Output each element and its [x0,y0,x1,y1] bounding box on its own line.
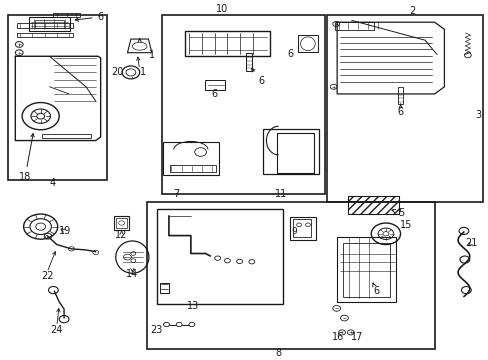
Bar [327,15,483,202]
Text: 8: 8 [275,348,281,358]
Text: 21: 21 [464,238,476,248]
Text: 1: 1 [148,50,155,60]
Text: 6: 6 [211,89,217,99]
Bar [343,243,389,297]
Text: 6: 6 [287,49,293,59]
Bar [159,283,169,293]
Bar [42,134,91,138]
Bar [246,53,252,71]
Text: 4: 4 [50,178,56,188]
Bar [161,15,325,194]
Bar [205,80,224,90]
Bar [336,237,395,302]
Bar [53,13,80,17]
Bar [147,202,434,348]
Bar [397,87,403,104]
Text: 5: 5 [391,208,404,219]
Text: 3: 3 [474,110,481,120]
Text: 9: 9 [291,228,297,237]
Text: 10: 10 [216,4,228,14]
Bar [29,17,70,31]
Bar [298,35,317,52]
Text: 7: 7 [173,189,179,199]
Bar [170,165,216,172]
Bar [184,31,269,56]
Text: 18: 18 [19,134,34,182]
Bar [277,133,313,173]
Text: 17: 17 [350,332,362,342]
Bar [35,20,64,28]
Bar [292,220,311,237]
Bar [116,218,127,228]
Text: 13: 13 [187,301,199,311]
Bar [347,196,399,215]
Bar [17,23,73,28]
Bar [163,142,219,175]
Bar [114,216,129,230]
Bar [8,15,107,180]
Text: 22: 22 [41,271,53,281]
Text: 6: 6 [372,283,378,296]
Text: 19: 19 [59,226,71,236]
Text: 1: 1 [140,67,145,77]
Text: 23: 23 [150,325,163,335]
Text: 24: 24 [50,325,63,335]
Text: 12: 12 [115,230,127,239]
Text: 6: 6 [397,104,403,117]
Text: 15: 15 [399,220,411,230]
Text: 16: 16 [331,332,344,342]
Text: 6: 6 [75,12,103,22]
Text: 2: 2 [409,6,415,16]
Bar [17,33,73,37]
Bar [262,129,318,174]
Bar [334,22,373,30]
Bar [290,217,315,240]
Bar [157,209,282,304]
Text: 14: 14 [126,269,138,279]
Text: 20: 20 [111,67,123,77]
Text: 11: 11 [274,189,286,199]
Bar [347,196,399,215]
Text: 6: 6 [251,68,264,86]
